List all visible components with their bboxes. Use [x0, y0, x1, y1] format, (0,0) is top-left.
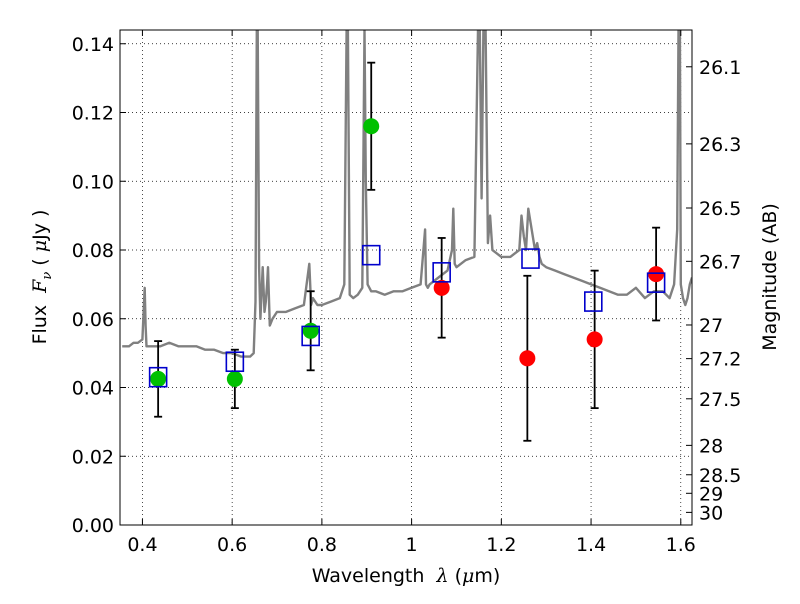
y-tick-label: 0.02 — [72, 446, 114, 468]
mag-tick-label: 26.7 — [699, 251, 741, 273]
nir-flux-point — [586, 331, 603, 348]
y-tick-label: 0.00 — [72, 515, 114, 537]
optical-flux-point — [226, 370, 243, 387]
optical-flux-point — [363, 118, 380, 135]
mag-tick-label: 27.2 — [699, 349, 741, 371]
nir-flux-point — [648, 266, 665, 283]
x-tick-label: 0.4 — [127, 534, 157, 556]
mag-tick-label: 26.1 — [699, 57, 741, 79]
x-tick-label: 1 — [406, 534, 418, 556]
mag-tick-label: 30 — [699, 502, 723, 524]
x-tick-label: 0.8 — [307, 534, 337, 556]
y-tick-label: 0.12 — [72, 103, 114, 125]
model-flux-square — [148, 366, 168, 388]
model-spectrum-line — [122, 30, 692, 358]
x-tick-label: 0.6 — [217, 534, 247, 556]
y-tick-label: 0.04 — [72, 378, 114, 400]
mag-tick-label: 26.5 — [699, 198, 741, 220]
x-tick-label: 1.2 — [486, 534, 516, 556]
model-flux-square — [584, 291, 603, 312]
y-tick-label: 0.08 — [72, 240, 114, 262]
y-tick-label: 0.10 — [72, 171, 114, 193]
mag-tick-label: 29 — [699, 483, 723, 505]
plot-area — [122, 30, 692, 358]
model-flux-square — [361, 244, 381, 266]
y-tick-label: 0.06 — [72, 309, 114, 331]
axis-ticks: 0.4 0.6 0.8 1 1.2 1.4 1.6 0.00 0.02 0.04 0.06 0.08 0… — [72, 30, 741, 556]
x-axis-title: Wavelength λ (μm) — [312, 565, 501, 587]
model-flux-square — [521, 248, 540, 269]
model-flux-square — [301, 325, 320, 347]
mag-tick-label: 26.3 — [699, 134, 741, 156]
optical-flux-point — [150, 370, 167, 387]
mag-tick-label: 27 — [699, 315, 723, 337]
plot-frame — [119, 29, 693, 526]
model-flux-square — [432, 262, 451, 283]
mag-tick-label: 28.5 — [699, 465, 741, 487]
y-tick-label: 0.14 — [72, 34, 114, 56]
nir-flux-point — [519, 350, 536, 367]
optical-flux-point — [302, 322, 319, 339]
x-tick-label: 1.4 — [576, 534, 606, 556]
x-tick-label: 1.6 — [666, 534, 696, 556]
right-axis-title: Magnitude (AB) — [759, 203, 781, 351]
data-markers — [148, 118, 666, 388]
mag-tick-label: 28 — [699, 435, 723, 457]
model-flux-square — [225, 351, 245, 373]
mag-tick-label: 27.5 — [699, 389, 741, 411]
nir-flux-point — [433, 279, 450, 296]
y-axis-title: Flux Fν ( μJy ) — [29, 210, 55, 345]
model-flux-square — [646, 272, 666, 293]
